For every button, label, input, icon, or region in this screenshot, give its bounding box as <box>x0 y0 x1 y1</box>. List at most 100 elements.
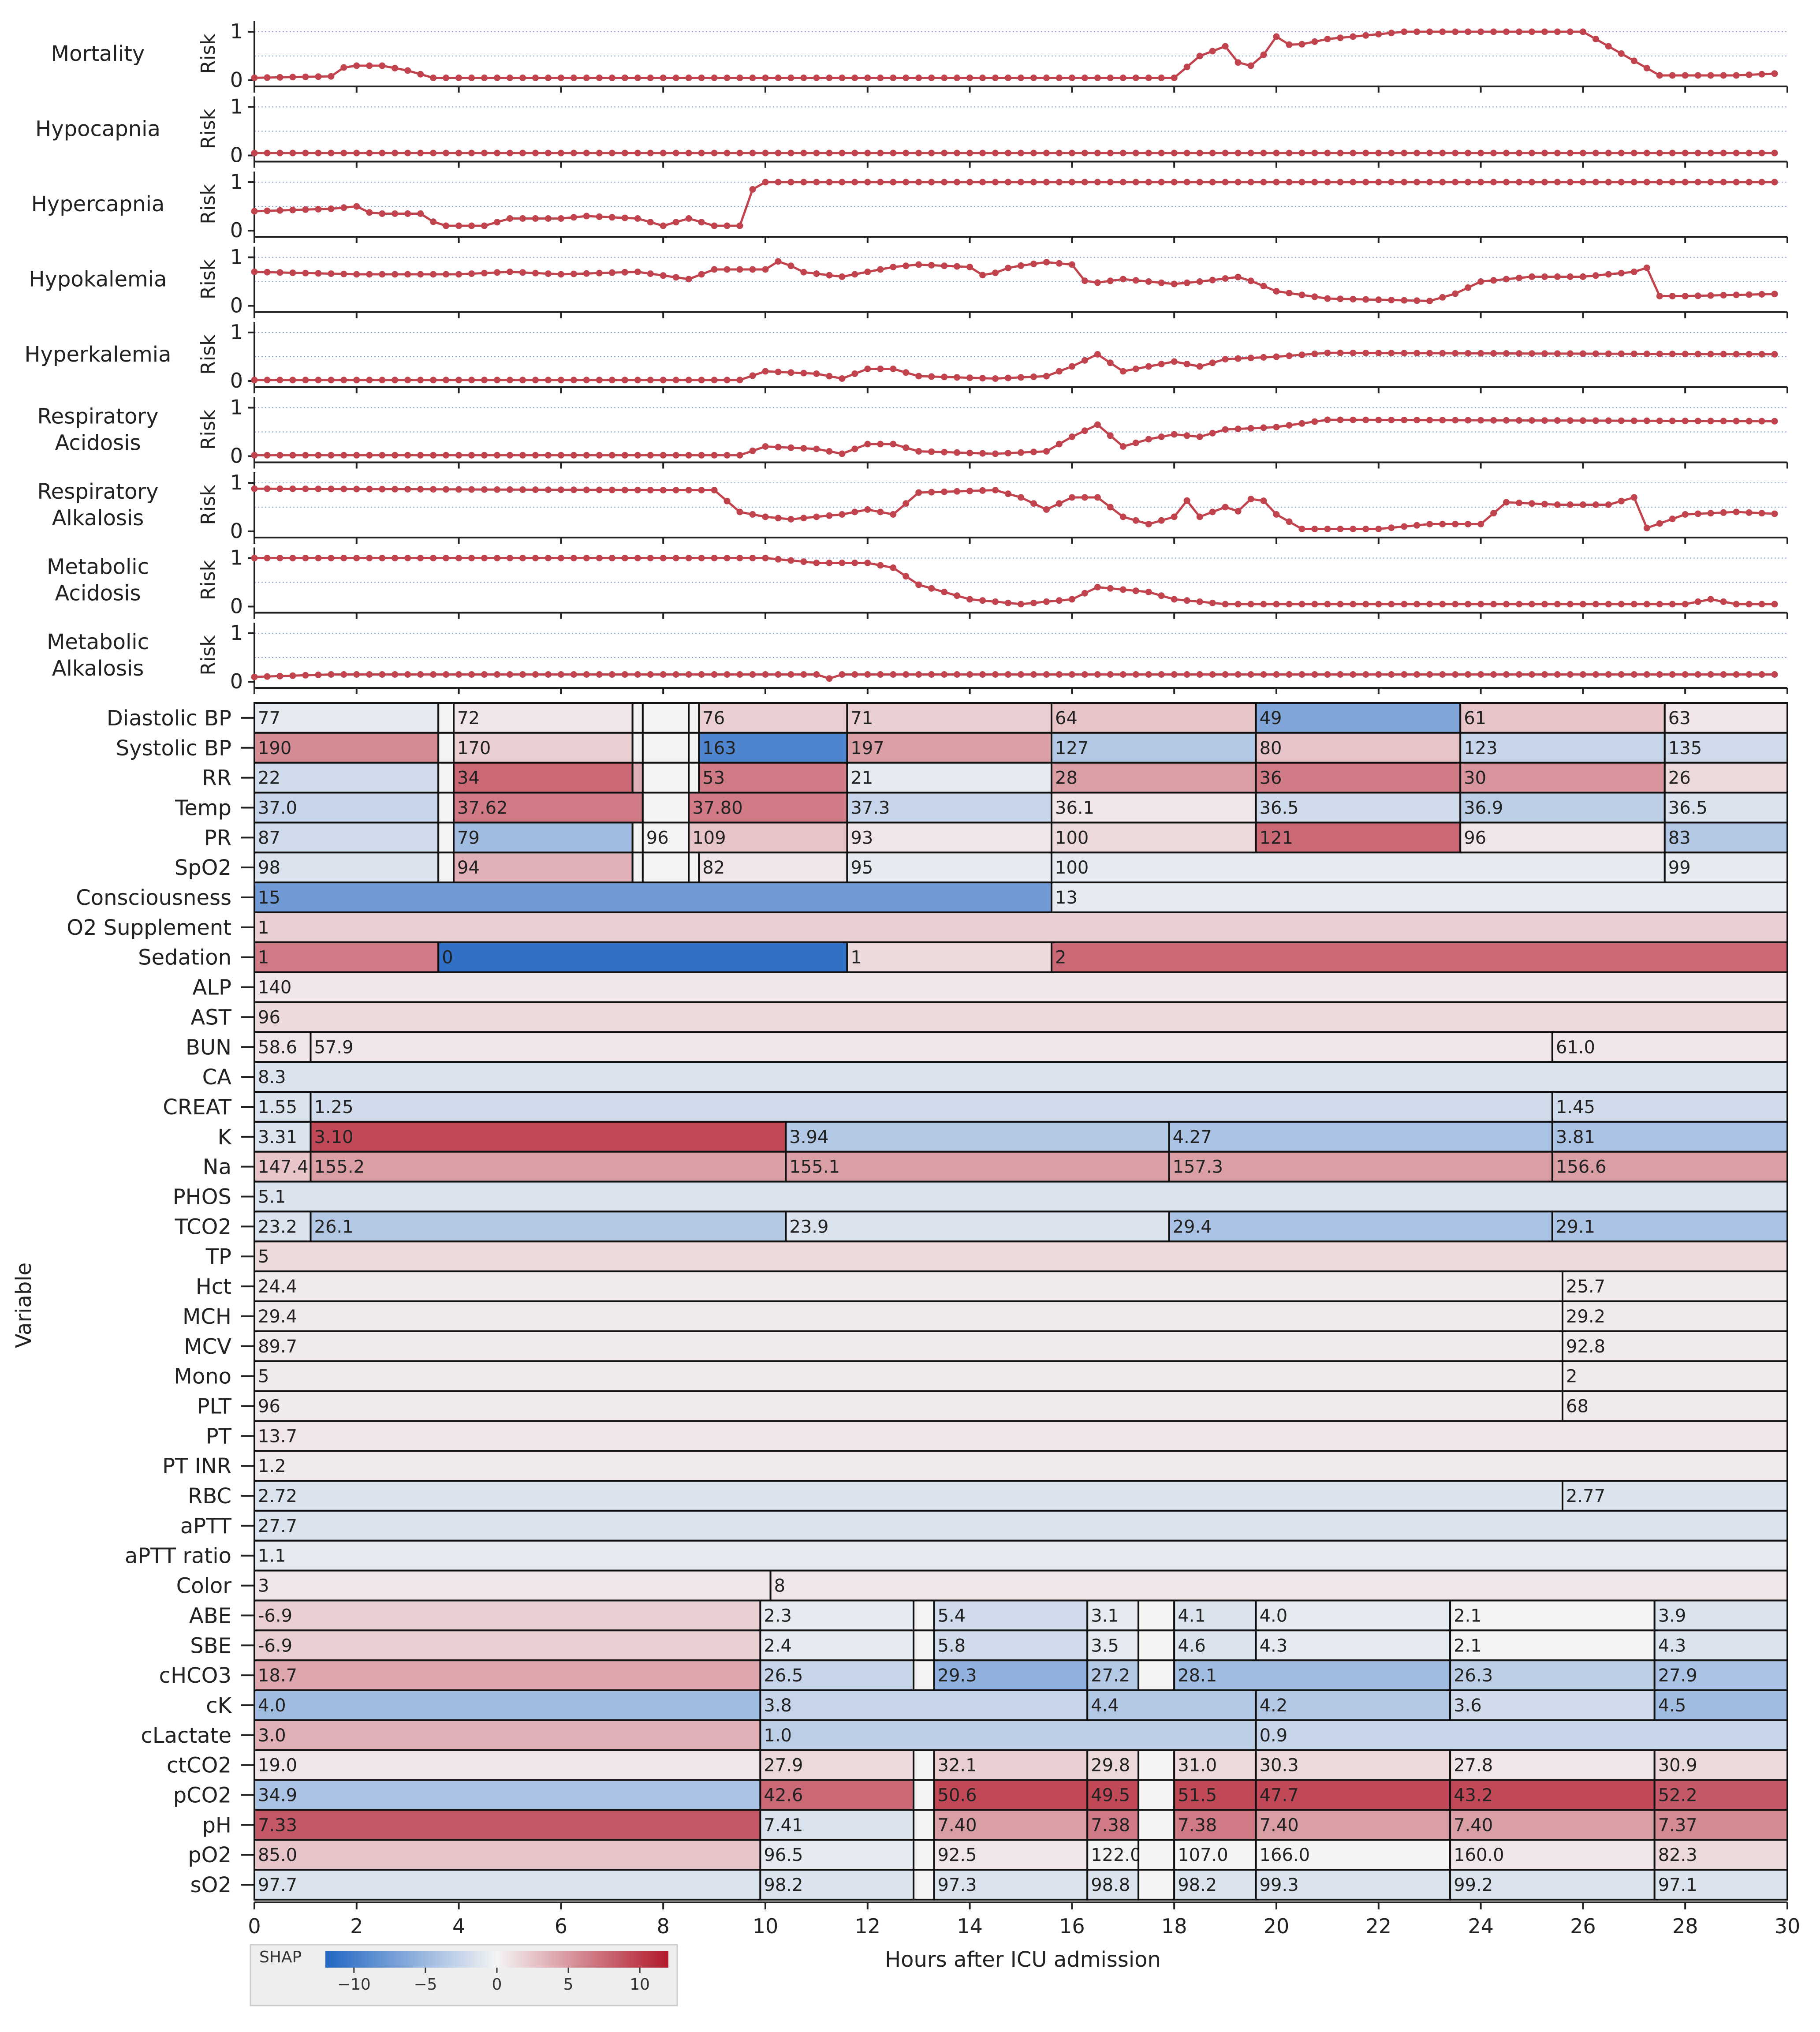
risk-point <box>1158 75 1165 81</box>
risk-point <box>1465 671 1472 678</box>
risk-point <box>455 222 462 229</box>
risk-point <box>1643 351 1650 357</box>
risk-point <box>1183 597 1190 604</box>
risk-point <box>979 487 986 494</box>
heatmap-cell <box>759 1719 1257 1751</box>
heatmap-cell <box>1663 852 1789 884</box>
cell-value: 30.3 <box>1260 1756 1299 1776</box>
cell-value: 30 <box>1464 768 1486 788</box>
risk-point <box>315 205 322 213</box>
risk-point <box>1107 585 1114 592</box>
risk-point <box>392 452 399 459</box>
risk-point <box>864 179 871 186</box>
risk-point <box>1145 149 1152 157</box>
risk-point <box>1081 75 1088 81</box>
risk-point <box>532 377 539 384</box>
variable-label: pCO2 <box>173 1783 231 1808</box>
risk-point <box>634 452 641 459</box>
risk-point <box>340 270 347 277</box>
risk-point <box>404 149 411 157</box>
variable-label: Consciousness <box>76 885 231 910</box>
risk-point <box>711 75 718 81</box>
x-tick-label: 22 <box>1366 1914 1392 1938</box>
risk-point <box>1158 361 1165 367</box>
risk-point <box>494 269 500 276</box>
heatmap-cell <box>641 792 690 824</box>
risk-point <box>1566 149 1574 157</box>
heatmap-cell <box>310 1150 787 1183</box>
risk-point <box>596 269 603 276</box>
cell-value: 64 <box>1055 708 1078 728</box>
risk-point <box>787 671 794 678</box>
risk-point <box>1707 351 1714 358</box>
risk-axis-label: Risk <box>197 409 220 450</box>
risk-point <box>1375 526 1382 532</box>
risk-point <box>954 263 961 270</box>
cell-value: 4.0 <box>258 1696 286 1716</box>
heatmap-cell <box>453 822 634 854</box>
risk-point <box>1566 179 1574 186</box>
risk-point <box>557 215 564 222</box>
risk-point <box>1068 261 1075 268</box>
risk-point <box>289 452 296 459</box>
cell-value: 49.5 <box>1091 1785 1130 1806</box>
risk-point <box>903 75 910 81</box>
outcome-label: Metabolic <box>47 630 149 654</box>
risk-point <box>494 219 500 226</box>
risk-point <box>1043 179 1050 186</box>
heatmap-row: aPTT 27.7 <box>180 1509 1788 1542</box>
risk-point <box>1656 417 1663 424</box>
cell-value: 7.33 <box>258 1815 297 1835</box>
risk-point <box>915 149 922 157</box>
risk-point <box>749 555 756 561</box>
risk-point <box>1260 497 1267 504</box>
cell-value: 77 <box>258 708 280 728</box>
risk-point <box>941 149 948 157</box>
risk-point <box>1234 355 1242 362</box>
risk-point <box>494 486 500 493</box>
variable-label: Color <box>176 1574 232 1599</box>
heatmap-cell <box>631 702 644 734</box>
risk-point <box>1682 179 1689 186</box>
cell-value: 98.8 <box>1091 1875 1130 1895</box>
risk-point <box>1350 416 1357 423</box>
cell-value: 3.10 <box>314 1127 354 1147</box>
cell-value: 42.6 <box>764 1785 803 1806</box>
cell-value: 4.0 <box>1260 1606 1288 1626</box>
heatmap-cell <box>698 852 848 884</box>
risk-point <box>1119 149 1126 157</box>
risk-point <box>647 75 654 81</box>
heatmap-cell <box>759 1689 1089 1721</box>
cell-value: 68 <box>1566 1397 1589 1417</box>
risk-point <box>1720 72 1727 79</box>
heatmap-cell <box>1255 762 1462 794</box>
heatmap-cell <box>453 852 634 884</box>
risk-point <box>660 487 667 493</box>
risk-point <box>1311 418 1318 425</box>
outcome-label: Metabolic <box>47 555 149 579</box>
risk-point <box>1694 671 1701 678</box>
risk-point <box>1030 373 1037 380</box>
risk-point <box>762 555 769 561</box>
cell-value: 50.6 <box>938 1785 977 1806</box>
risk-point <box>1337 295 1344 303</box>
risk-point <box>1541 501 1548 508</box>
risk-point <box>596 377 603 384</box>
risk-point <box>340 377 347 384</box>
risk-point <box>417 486 424 493</box>
risk-point <box>724 555 731 561</box>
risk-point <box>1286 518 1293 525</box>
risk-point <box>430 75 437 81</box>
heatmap-cell <box>1562 1360 1788 1392</box>
risk-point <box>634 486 641 493</box>
risk-point <box>583 452 590 459</box>
risk-point <box>1439 28 1446 35</box>
risk-point <box>379 62 386 69</box>
variable-label: cHCO3 <box>159 1663 231 1688</box>
risk-point <box>903 500 910 507</box>
risk-point <box>1209 508 1216 515</box>
heatmap-row: cHCO3 18.7 26.5 29.3 27.2 28.1 26.3 27.9 <box>159 1659 1788 1691</box>
outcome-label: Hypocapnia <box>35 117 160 142</box>
risk-point <box>1018 262 1024 269</box>
risk-point <box>839 450 846 457</box>
